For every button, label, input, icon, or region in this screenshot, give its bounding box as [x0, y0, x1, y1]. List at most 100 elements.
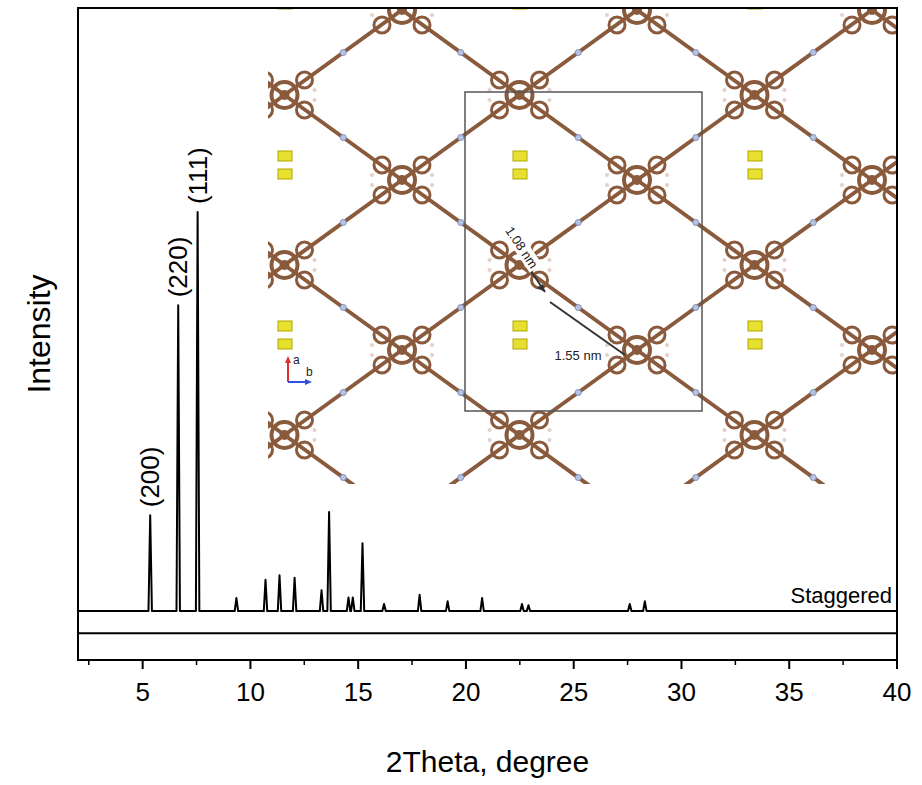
phenyl: [727, 102, 743, 118]
linker: [637, 435, 755, 484]
x-tick: [357, 660, 359, 669]
phenyl: [492, 72, 508, 88]
linker: [402, 435, 520, 484]
linker: [755, 95, 873, 180]
peak-label: (111): [183, 147, 213, 204]
phenyl: [767, 272, 783, 288]
core-center: [750, 260, 760, 270]
sulfur: [513, 321, 527, 331]
phenyl: [609, 17, 625, 33]
core-center: [632, 345, 642, 355]
pattern-line: [78, 212, 897, 611]
core: [742, 82, 768, 108]
core: [859, 337, 885, 363]
linker: [637, 350, 755, 435]
phenyl: [492, 412, 508, 428]
hydrogen: [313, 268, 317, 272]
pattern-line: [78, 632, 897, 634]
phenyl: [297, 442, 313, 458]
inset-structure: [268, 9, 896, 484]
linker: [285, 95, 403, 180]
phenyl: [268, 72, 273, 88]
hydrogen: [548, 428, 552, 432]
distance-label: 1.55 nm: [555, 348, 602, 363]
nitrogen: [693, 50, 699, 56]
core-center: [867, 345, 877, 355]
hydrogen: [370, 353, 374, 357]
phenyl: [532, 102, 548, 118]
linker: [402, 10, 520, 95]
x-tick-label: 10: [236, 677, 265, 707]
core: [859, 167, 885, 193]
hydrogen: [313, 88, 317, 92]
hydrogen: [840, 173, 844, 177]
nitrogen: [693, 390, 699, 396]
x-tick: [573, 660, 575, 669]
sulfur: [278, 169, 292, 179]
phenyl: [727, 442, 743, 458]
nitrogen: [458, 390, 464, 396]
core-center: [515, 430, 525, 440]
phenyl: [268, 412, 273, 428]
hydrogen: [840, 183, 844, 187]
hydrogen: [840, 343, 844, 347]
linker: [872, 435, 896, 484]
x-tick-label: 25: [559, 677, 588, 707]
hydrogen: [605, 183, 609, 187]
phenyl: [414, 187, 430, 203]
sulfur: [278, 339, 292, 349]
core: [389, 9, 415, 23]
nitrogen: [693, 220, 699, 226]
hydrogen: [430, 173, 434, 177]
core-center: [632, 175, 642, 185]
chart: 1.08 nm1.55 nmab5101520253035402Theta, d…: [0, 0, 922, 785]
linker: [637, 9, 755, 10]
linker: [520, 435, 638, 484]
linker: [755, 180, 873, 265]
hydrogen: [840, 13, 844, 17]
phenyl: [268, 442, 273, 458]
nitrogen: [340, 475, 346, 481]
plot-area: [78, 212, 897, 633]
phenyl: [492, 242, 508, 258]
linker: [402, 350, 520, 435]
x-tick-label: 5: [135, 677, 149, 707]
x-minor-tick: [304, 660, 306, 665]
core: [859, 9, 885, 23]
sulfur: [278, 151, 292, 161]
sulfur: [513, 339, 527, 349]
core: [624, 167, 650, 193]
phenyl: [414, 17, 430, 33]
x-tick: [680, 660, 682, 669]
nitrogen: [340, 305, 346, 311]
phenyl: [727, 242, 743, 258]
axis-a: [287, 360, 289, 382]
phenyl: [374, 327, 390, 343]
phenyl: [492, 272, 508, 288]
phenyl: [649, 157, 665, 173]
phenyl: [374, 157, 390, 173]
core: [624, 337, 650, 363]
phenyl: [268, 272, 273, 288]
linker: [520, 180, 638, 265]
phenyl: [297, 242, 313, 258]
plot-frame: [78, 8, 897, 660]
nitrogen: [458, 220, 464, 226]
nitrogen: [575, 390, 581, 396]
linker: [285, 435, 403, 484]
hydrogen: [605, 353, 609, 357]
linker: [402, 95, 520, 180]
label-patch: [553, 348, 604, 363]
axis-indicator: ab: [278, 350, 320, 390]
x-minor-tick: [627, 660, 629, 665]
core: [507, 82, 533, 108]
phenyl: [609, 157, 625, 173]
hydrogen: [488, 428, 492, 432]
nitrogen: [458, 475, 464, 481]
phenyl: [844, 327, 860, 343]
sulfur: [748, 151, 762, 161]
hydrogen: [783, 438, 787, 442]
hydrogen: [783, 88, 787, 92]
linker: [755, 350, 873, 435]
phenyl: [492, 102, 508, 118]
